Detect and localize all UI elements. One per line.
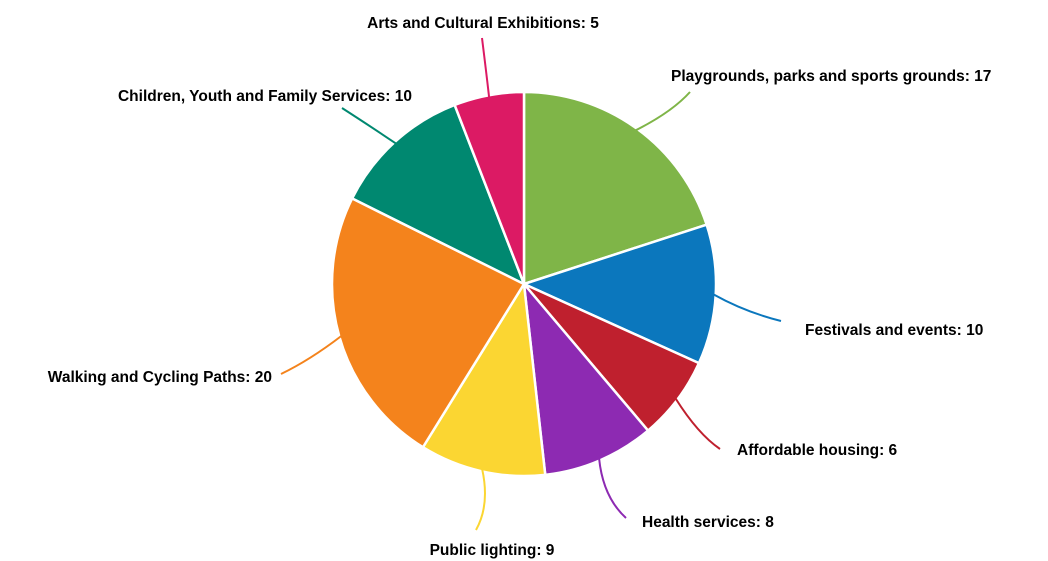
leader-line-6 xyxy=(341,107,397,145)
data-label-festivals: Festivals and events: 10 xyxy=(805,322,983,339)
leader-line-0 xyxy=(635,91,691,132)
data-label-affordable-housing: Affordable housing: 6 xyxy=(737,442,898,459)
leader-line-2 xyxy=(674,397,721,450)
data-label-walking-cycling: Walking and Cycling Paths: 20 xyxy=(48,369,272,386)
data-label-playgrounds: Playgrounds, parks and sports grounds: 1… xyxy=(671,68,991,85)
leader-line-3 xyxy=(598,458,627,519)
pie-slices xyxy=(330,90,718,478)
data-label-children-youth: Children, Youth and Family Services: 10 xyxy=(118,88,412,105)
leader-lines xyxy=(280,37,782,531)
data-label-arts-cultural: Arts and Cultural Exhibitions: 5 xyxy=(367,15,599,32)
data-label-public-lighting: Public lighting: 9 xyxy=(430,542,555,559)
leader-line-4 xyxy=(475,469,486,531)
data-label-health-services: Health services: 8 xyxy=(642,514,774,531)
leader-line-7 xyxy=(481,37,491,98)
leader-line-1 xyxy=(713,293,782,322)
data-labels: Playgrounds, parks and sports grounds: 1… xyxy=(48,15,992,559)
leader-line-5 xyxy=(280,335,342,375)
